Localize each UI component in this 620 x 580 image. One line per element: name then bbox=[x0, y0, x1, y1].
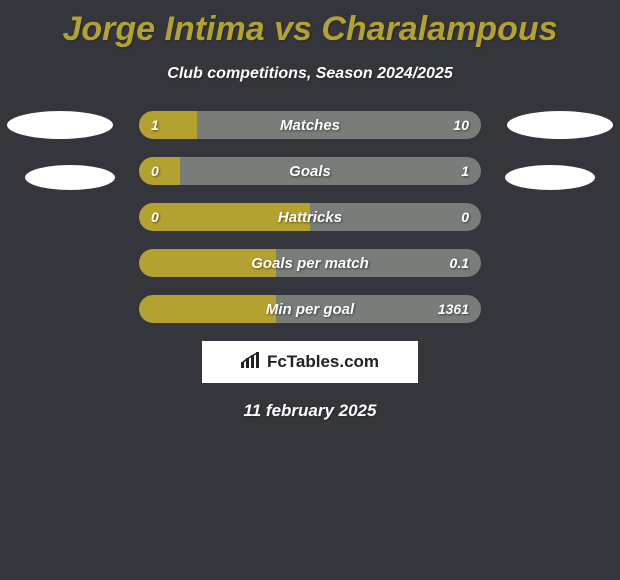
date-text: 11 february 2025 bbox=[0, 401, 620, 421]
logo-text: FcTables.com bbox=[267, 352, 379, 372]
subtitle: Club competitions, Season 2024/2025 bbox=[0, 65, 620, 83]
stat-row: Goals0 1 bbox=[139, 157, 481, 185]
stat-row: Matches1 10 bbox=[139, 111, 481, 139]
logo-box: FcTables.com bbox=[202, 341, 418, 383]
comparison-card: Jorge Intima vs Charalampous Club compet… bbox=[0, 0, 620, 580]
stat-row: Min per goal1361 bbox=[139, 295, 481, 323]
stat-value-right: 1361 bbox=[438, 295, 469, 323]
stat-label: Goals bbox=[139, 157, 481, 185]
stat-area: Matches110Goals01Hattricks00Goals per ma… bbox=[0, 111, 620, 323]
player-left-ellipse-1 bbox=[7, 111, 113, 139]
stat-value-left: 0 bbox=[151, 203, 159, 231]
stat-bars: Matches110Goals01Hattricks00Goals per ma… bbox=[139, 111, 481, 323]
player-right-ellipse-1 bbox=[507, 111, 613, 139]
stat-row: Hattricks0 0 bbox=[139, 203, 481, 231]
chart-icon bbox=[241, 352, 261, 373]
stat-value-left: 1 bbox=[151, 111, 159, 139]
stat-value-right: 10 bbox=[453, 111, 469, 139]
stat-value-right: 0.1 bbox=[450, 249, 469, 277]
player-right-ellipse-2 bbox=[505, 165, 595, 190]
stat-value-right: 1 bbox=[461, 157, 469, 185]
stat-label: Matches bbox=[139, 111, 481, 139]
stat-label: Goals per match bbox=[139, 249, 481, 277]
stat-label: Min per goal bbox=[139, 295, 481, 323]
player-left-ellipse-2 bbox=[25, 165, 115, 190]
stat-value-right: 0 bbox=[461, 203, 469, 231]
stat-row: Goals per match0.1 bbox=[139, 249, 481, 277]
stat-label: Hattricks bbox=[139, 203, 481, 231]
stat-value-left: 0 bbox=[151, 157, 159, 185]
page-title: Jorge Intima vs Charalampous bbox=[0, 0, 620, 49]
